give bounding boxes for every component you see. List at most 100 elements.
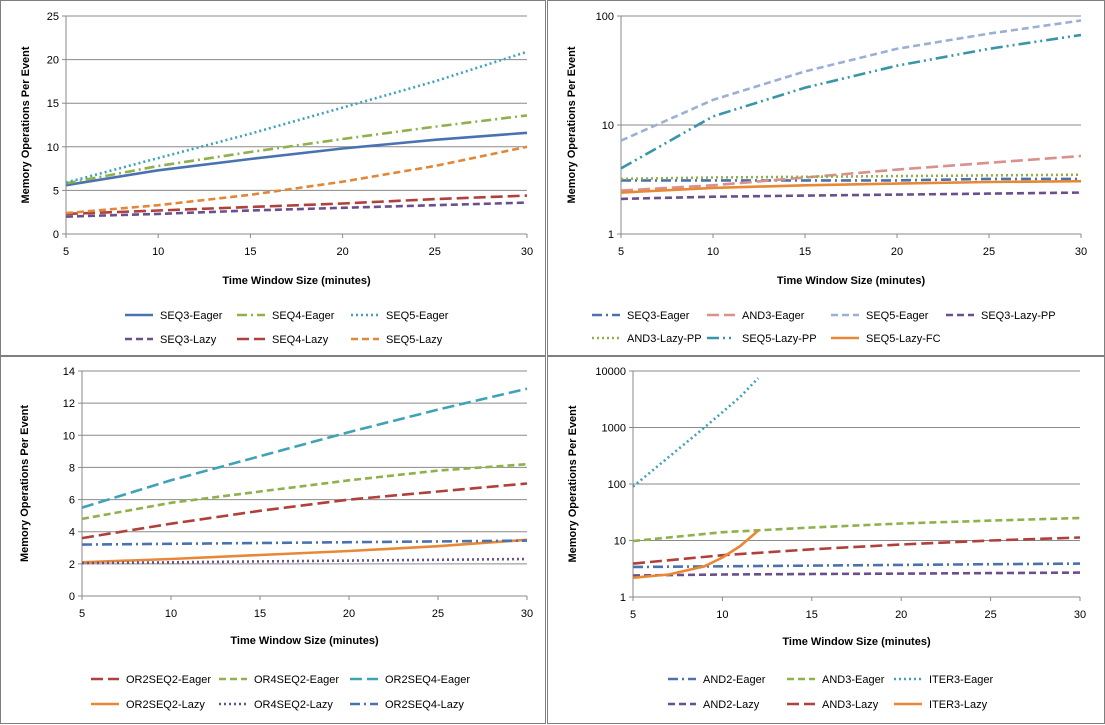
legend-item: SEQ3-Lazy xyxy=(125,334,217,346)
series-line-or2seq4-lazy xyxy=(81,539,528,546)
x-tick-label: 20 xyxy=(891,246,903,258)
x-tick-label: 30 xyxy=(1074,609,1086,621)
series-line-or4seq2-eager xyxy=(81,462,528,521)
chart-panel-seq-linear: 0 5 10 15 20 25 5 10 15 20 25 30 Time Window Size (m… xyxy=(0,0,546,356)
y-tick-label: 1000 xyxy=(602,423,626,435)
series-line-or2seq2-lazy xyxy=(81,538,528,564)
legend-item: AND3-Eager xyxy=(707,310,805,322)
legend-item: AND3-Lazy xyxy=(787,699,879,711)
x-axis-title: Time Window Size (minutes) xyxy=(782,636,931,648)
legend-item: OR2SEQ4-Lazy xyxy=(350,699,464,711)
legend-label: AND3-Lazy xyxy=(822,699,879,711)
x-tick-label: 10 xyxy=(707,246,719,258)
series-line-seq5-lazy-pp xyxy=(620,33,1082,170)
series-line-seq3-eager xyxy=(621,177,1081,182)
legend-item: ITER3-Lazy xyxy=(894,699,988,711)
y-tick-label: 12 xyxy=(63,398,75,410)
legend-label: AND3-Lazy-PP xyxy=(627,333,702,345)
chart-panel-or-seq-linear: 0 2 4 6 8 10 12 14 5 10 15 20 25 30 Time Window Size (… xyxy=(0,356,546,724)
series-line-seq5-lazy xyxy=(65,145,528,215)
y-axis-title: Memory Operations Per Event xyxy=(567,405,579,562)
legend-item: OR2SEQ2-Lazy xyxy=(91,699,205,711)
x-tick-label: 25 xyxy=(429,246,441,258)
legend-item: AND3-Lazy-PP xyxy=(592,333,702,345)
y-tick-label: 25 xyxy=(47,11,59,23)
legend-label: SEQ3-Eager xyxy=(627,310,690,322)
legend-label: OR2SEQ2-Eager xyxy=(126,674,211,686)
y-tick-label: 0 xyxy=(53,229,59,241)
legend-item: SEQ4-Eager xyxy=(237,310,335,322)
x-tick-label: 20 xyxy=(336,246,348,258)
legend-item: SEQ3-Eager xyxy=(125,310,223,322)
x-tick-label: 5 xyxy=(630,609,636,621)
chart-panel-and-iter-log: 1 10 100 1000 10000 5 10 15 20 25 30 Time Window Si… xyxy=(547,356,1105,724)
y-tick-label: 14 xyxy=(63,366,75,378)
legend-label: SEQ5-Eager xyxy=(386,310,449,322)
x-tick-label: 15 xyxy=(799,246,811,258)
x-tick-label: 10 xyxy=(152,246,164,258)
y-tick-label: 0 xyxy=(69,591,75,603)
series-line-seq3-lazy-pp xyxy=(620,191,1082,201)
y-axis-title: Memory Operations Per Event xyxy=(19,405,31,562)
legend-label: SEQ5-Lazy xyxy=(386,334,443,346)
legend-label: AND2-Lazy xyxy=(703,699,760,711)
x-tick-label: 30 xyxy=(521,608,533,620)
y-tick-label: 8 xyxy=(69,462,75,474)
x-tick-label: 15 xyxy=(244,246,256,258)
y-tick-label: 20 xyxy=(47,55,59,67)
y-tick-label: 1 xyxy=(608,229,614,241)
legend-item: SEQ5-Eager xyxy=(831,310,929,322)
legend-label: SEQ3-Lazy-PP xyxy=(981,310,1056,322)
series-line-seq5-lazy-fc xyxy=(620,179,1082,194)
legend-label: SEQ5-Lazy-FC xyxy=(866,333,941,345)
chart-panel-seq-and-log: 1 10 100 5 10 15 20 25 30 Time Window Size (minut… xyxy=(547,0,1105,356)
legend-label: AND2-Eager xyxy=(703,674,766,686)
legend-label: OR4SEQ2-Lazy xyxy=(254,699,333,711)
series-line-and3-lazy-pp xyxy=(620,173,1082,181)
legend-item: SEQ5-Lazy-FC xyxy=(831,333,941,345)
series-line-iter3-lazy xyxy=(632,529,760,579)
x-tick-label: 25 xyxy=(983,246,995,258)
legend-item: OR4SEQ2-Eager xyxy=(219,674,339,686)
series-line-or2seq2-eager xyxy=(81,482,528,540)
legend-label: ITER3-Eager xyxy=(929,674,994,686)
y-tick-label: 10 xyxy=(47,142,59,154)
series-line-seq5-eager xyxy=(65,50,528,184)
legend-label: OR2SEQ4-Lazy xyxy=(385,699,464,711)
x-tick-label: 20 xyxy=(895,609,907,621)
legend-item: SEQ4-Lazy xyxy=(237,334,329,346)
y-axis-title: Memory Operations Per Event xyxy=(566,46,578,203)
series-line-and3-lazy xyxy=(632,536,1081,565)
legend-item: SEQ5-Lazy xyxy=(351,334,443,346)
y-tick-label: 5 xyxy=(53,185,59,197)
legend-item: OR4SEQ2-Lazy xyxy=(219,699,333,711)
x-tick-label: 25 xyxy=(432,608,444,620)
legend-label: OR2SEQ2-Lazy xyxy=(126,699,205,711)
series-line-and3-eager xyxy=(620,154,1082,192)
legend-item: AND2-Eager xyxy=(668,674,766,686)
series-line-and3-eager xyxy=(632,516,1081,543)
legend-label: OR4SEQ2-Eager xyxy=(254,674,339,686)
legend-item: SEQ3-Lazy-PP xyxy=(946,310,1056,322)
x-axis-title: Time Window Size (minutes) xyxy=(230,635,379,647)
y-tick-label: 15 xyxy=(47,98,59,110)
y-tick-label: 10 xyxy=(614,536,626,548)
y-tick-label: 4 xyxy=(69,527,75,539)
chart-svg: 0 2 4 6 8 10 12 14 5 10 15 20 25 30 Time Window Size (… xyxy=(19,366,533,711)
legend-item: AND2-Lazy xyxy=(668,699,760,711)
chart-svg: 1 10 100 5 10 15 20 25 30 Time Window Size (minut… xyxy=(566,11,1087,345)
y-tick-label: 10 xyxy=(63,430,75,442)
x-axis-title: Time Window Size (minutes) xyxy=(222,275,371,287)
x-axis-title: Time Window Size (minutes) xyxy=(777,275,926,287)
legend-label: AND3-Eager xyxy=(742,310,805,322)
legend-item: SEQ5-Eager xyxy=(351,310,449,322)
legend-label: SEQ3-Lazy xyxy=(160,334,217,346)
x-tick-label: 10 xyxy=(716,609,728,621)
x-tick-label: 5 xyxy=(63,246,69,258)
x-tick-label: 15 xyxy=(254,608,266,620)
series-line-or4seq2-lazy xyxy=(81,557,528,565)
x-tick-label: 5 xyxy=(79,608,85,620)
series-line-seq4-eager xyxy=(65,114,528,185)
legend-item: AND3-Eager xyxy=(787,674,885,686)
